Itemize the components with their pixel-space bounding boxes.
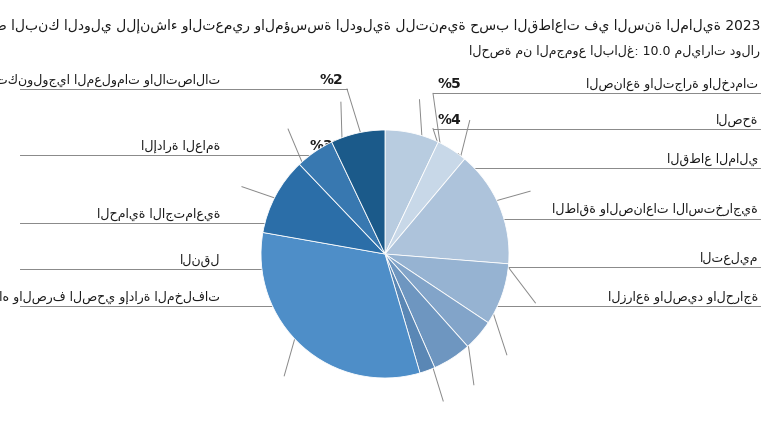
Text: تكنولوجيا المعلومات والاتصالات: تكنولوجيا المعلومات والاتصالات xyxy=(0,74,220,87)
Text: إقراض البنك الدولي للإنشاء والتعمير والمؤسسة الدولية للتنمية حسب القطاعات في الس: إقراض البنك الدولي للإنشاء والتعمير والم… xyxy=(0,18,760,32)
Text: %4: %4 xyxy=(437,250,461,264)
Text: %4: %4 xyxy=(437,112,461,126)
Text: النقل: النقل xyxy=(179,253,220,266)
Text: %2: %2 xyxy=(319,73,343,87)
Text: الصحة: الصحة xyxy=(715,113,758,126)
Text: الطاقة والصناعات الاستخراجية: الطاقة والصناعات الاستخراجية xyxy=(552,203,758,216)
Wedge shape xyxy=(385,254,434,373)
Text: %8: %8 xyxy=(437,152,461,166)
Wedge shape xyxy=(385,254,468,368)
Text: التعليم: التعليم xyxy=(700,251,758,264)
Wedge shape xyxy=(385,131,438,254)
Text: الإدارة العامة: الإدارة العامة xyxy=(140,139,220,152)
Text: %5: %5 xyxy=(319,252,343,266)
Text: الحماية الاجتماعية: الحماية الاجتماعية xyxy=(97,207,220,220)
Text: %7: %7 xyxy=(319,290,343,304)
Text: الزراعة والصيد والحراجة: الزراعة والصيد والحراجة xyxy=(608,290,758,304)
Text: %7: %7 xyxy=(437,290,461,304)
Wedge shape xyxy=(263,165,385,254)
Wedge shape xyxy=(385,254,488,346)
Wedge shape xyxy=(261,233,420,378)
Text: القطاع المالي: القطاع المالي xyxy=(667,152,758,166)
Wedge shape xyxy=(385,159,509,264)
Text: %15: %15 xyxy=(437,202,470,216)
Wedge shape xyxy=(385,254,509,323)
Text: المياه والصرف الصحي وإدارة المخلفات: المياه والصرف الصحي وإدارة المخلفات xyxy=(0,290,220,304)
Text: الصناعة والتجارة والخدمات: الصناعة والتجارة والخدمات xyxy=(586,78,758,91)
Text: %32: %32 xyxy=(310,138,343,152)
Text: %10: %10 xyxy=(310,206,343,220)
Wedge shape xyxy=(332,131,385,254)
Wedge shape xyxy=(300,143,385,254)
Wedge shape xyxy=(385,143,465,254)
Text: الحصة من المجموع البالغ: 10.0 مليارات دولار: الحصة من المجموع البالغ: 10.0 مليارات دو… xyxy=(469,45,760,58)
Text: %5: %5 xyxy=(437,77,461,91)
